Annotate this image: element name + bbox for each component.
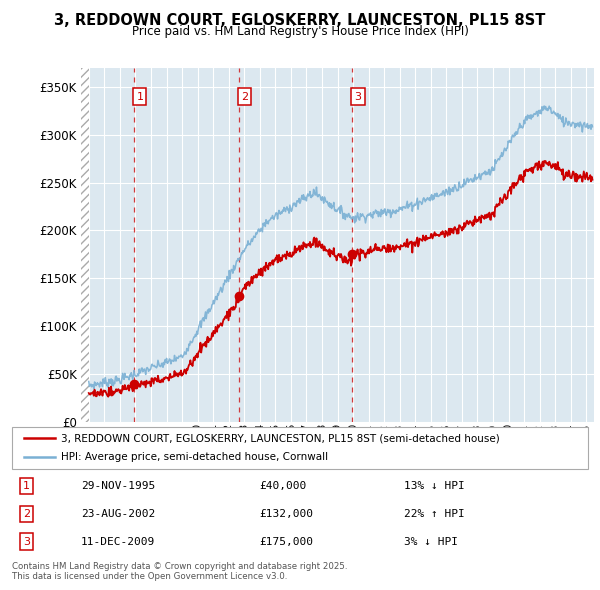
FancyBboxPatch shape <box>12 427 588 469</box>
Text: 29-NOV-1995: 29-NOV-1995 <box>81 481 155 491</box>
Text: 13% ↓ HPI: 13% ↓ HPI <box>404 481 464 491</box>
Text: 22% ↑ HPI: 22% ↑ HPI <box>404 509 464 519</box>
Text: 3% ↓ HPI: 3% ↓ HPI <box>404 537 458 547</box>
Text: 3: 3 <box>355 91 361 101</box>
Text: Contains HM Land Registry data © Crown copyright and database right 2025.
This d: Contains HM Land Registry data © Crown c… <box>12 562 347 581</box>
Text: £175,000: £175,000 <box>260 537 314 547</box>
Text: HPI: Average price, semi-detached house, Cornwall: HPI: Average price, semi-detached house,… <box>61 452 328 462</box>
Text: £40,000: £40,000 <box>260 481 307 491</box>
Text: 2: 2 <box>23 509 30 519</box>
Text: 11-DEC-2009: 11-DEC-2009 <box>81 537 155 547</box>
Text: 23-AUG-2002: 23-AUG-2002 <box>81 509 155 519</box>
Text: 3, REDDOWN COURT, EGLOSKERRY, LAUNCESTON, PL15 8ST (semi-detached house): 3, REDDOWN COURT, EGLOSKERRY, LAUNCESTON… <box>61 433 500 443</box>
Text: 1: 1 <box>23 481 30 491</box>
Text: Price paid vs. HM Land Registry's House Price Index (HPI): Price paid vs. HM Land Registry's House … <box>131 25 469 38</box>
Text: 2: 2 <box>241 91 248 101</box>
Text: £132,000: £132,000 <box>260 509 314 519</box>
Text: 3: 3 <box>23 537 30 547</box>
Bar <box>81 68 89 422</box>
Text: 3, REDDOWN COURT, EGLOSKERRY, LAUNCESTON, PL15 8ST: 3, REDDOWN COURT, EGLOSKERRY, LAUNCESTON… <box>55 13 545 28</box>
Text: 1: 1 <box>136 91 143 101</box>
